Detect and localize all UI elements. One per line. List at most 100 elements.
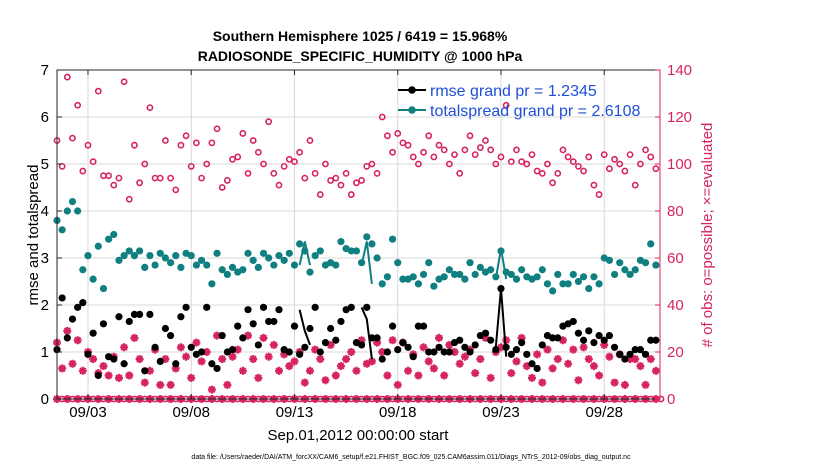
rmse-point bbox=[471, 341, 479, 349]
rmse-point bbox=[218, 331, 226, 340]
y-tick-label-left: 1 bbox=[41, 344, 49, 361]
rmse-point bbox=[285, 348, 293, 356]
obs-possible-point bbox=[445, 160, 453, 168]
totalspread-point bbox=[187, 252, 195, 260]
obs-possible-point bbox=[559, 146, 567, 154]
totalspread-point bbox=[605, 256, 614, 264]
obs-evaluated-point bbox=[641, 380, 650, 389]
obs-possible-point bbox=[249, 137, 257, 144]
obs-possible-point bbox=[260, 160, 267, 168]
rmse-point bbox=[394, 346, 402, 354]
obs-evaluated-point bbox=[120, 343, 129, 352]
obs-evaluated-point bbox=[78, 366, 87, 375]
obs-evaluated-point bbox=[130, 333, 139, 342]
obs-evaluated-point bbox=[373, 338, 382, 347]
totalspread-point bbox=[595, 280, 603, 288]
axes: 09/03 09/08 09/13 09/18 09/23 09/28 0 1 2 3 4 5 6 7 0 2… bbox=[41, 62, 692, 421]
obs-possible-point bbox=[487, 146, 495, 154]
obs-evaluated-point bbox=[424, 357, 433, 366]
totalspread-point bbox=[125, 247, 133, 255]
obs-possible-point bbox=[435, 141, 443, 149]
obs-possible-point bbox=[595, 191, 603, 198]
totalspread-point bbox=[99, 284, 108, 293]
rmse-point bbox=[89, 329, 97, 337]
rmse-point bbox=[461, 343, 469, 351]
totalspread-point bbox=[89, 275, 97, 283]
rmse-point bbox=[68, 315, 77, 323]
obs-evaluated-point bbox=[68, 359, 77, 368]
rmse-point bbox=[311, 303, 319, 311]
rmse-point bbox=[156, 357, 164, 365]
obs-possible-point bbox=[213, 125, 221, 133]
obs-possible-point bbox=[177, 141, 185, 149]
obs-possible-point bbox=[115, 174, 123, 182]
obs-possible-point bbox=[492, 160, 500, 168]
obs-evaluated-point bbox=[99, 362, 108, 371]
rmse-point bbox=[399, 339, 407, 347]
obs-evaluated-point bbox=[450, 348, 459, 356]
obs-possible-point bbox=[353, 179, 360, 187]
obs-possible-point bbox=[384, 132, 391, 140]
obs-possible-point bbox=[590, 181, 598, 189]
totalspread-point bbox=[652, 261, 660, 269]
obs-possible-point bbox=[182, 132, 190, 140]
totalspread-point bbox=[425, 259, 433, 267]
rmse-point bbox=[373, 334, 381, 342]
totalspread-connected-segment bbox=[360, 241, 373, 285]
obs-possible-point bbox=[554, 169, 562, 177]
obs-possible-point bbox=[229, 155, 236, 163]
obs-possible-point bbox=[440, 146, 448, 154]
rmse-point bbox=[228, 346, 237, 354]
obs-possible-point bbox=[626, 151, 634, 158]
rmse-point bbox=[296, 350, 304, 358]
obs-evaluated-point bbox=[73, 336, 82, 345]
obs-possible-point bbox=[363, 162, 371, 170]
obs-possible-point bbox=[79, 167, 87, 175]
obs-evaluated-point bbox=[517, 333, 526, 342]
rmse-point bbox=[497, 284, 505, 293]
totalspread-point bbox=[419, 270, 428, 279]
totalspread-point bbox=[445, 266, 453, 274]
obs-possible-point bbox=[280, 162, 288, 170]
rmse-point bbox=[445, 348, 453, 356]
obs-possible-point bbox=[322, 160, 329, 168]
obs-evaluated-point bbox=[548, 364, 557, 373]
totalspread-point bbox=[275, 252, 283, 260]
obs-evaluated-point bbox=[497, 343, 505, 352]
obs-possible-point bbox=[270, 169, 278, 177]
obs-evaluated-point bbox=[321, 376, 330, 385]
totalspread-point bbox=[146, 252, 154, 260]
obs-evaluated-point bbox=[460, 352, 469, 361]
rmse-point bbox=[130, 310, 139, 318]
obs-evaluated-point bbox=[264, 352, 273, 361]
chart-title-line-2: RADIOSONDE_SPECIFIC_HUMIDITY @ 1000 hPa bbox=[198, 48, 523, 64]
totalspread-point bbox=[626, 270, 634, 279]
obs-evaluated-point bbox=[336, 362, 345, 371]
totalspread-point bbox=[347, 247, 355, 255]
rmse-point bbox=[404, 343, 412, 351]
totalspread-point bbox=[306, 268, 314, 276]
obs-possible-point bbox=[461, 146, 469, 154]
legend-totalspread-swatch-marker bbox=[408, 106, 416, 114]
totalspread-point bbox=[579, 273, 588, 281]
obs-evaluated-point bbox=[651, 366, 660, 375]
y-tick-label-left: 4 bbox=[41, 203, 49, 220]
obs-possible-point bbox=[533, 167, 541, 175]
obs-possible-point bbox=[156, 174, 164, 182]
rmse-point bbox=[502, 343, 510, 351]
obs-possible-point bbox=[528, 151, 536, 158]
y-tick-label-left: 6 bbox=[41, 109, 49, 126]
rmse-point bbox=[378, 355, 386, 363]
obs-evaluated-point bbox=[383, 371, 392, 380]
obs-evaluated-point bbox=[171, 364, 180, 373]
totalspread-point bbox=[110, 230, 118, 239]
obs-possible-point bbox=[125, 195, 133, 203]
obs-possible-point bbox=[110, 181, 118, 189]
y-tick-label-right: 60 bbox=[667, 250, 684, 267]
rmse-point bbox=[316, 348, 324, 356]
rmse-point bbox=[641, 350, 650, 358]
totalspread-point bbox=[497, 247, 505, 255]
x-tick-label: 09/18 bbox=[379, 404, 417, 421]
totalspread-point bbox=[270, 261, 278, 269]
obs-possible-point bbox=[223, 177, 231, 184]
